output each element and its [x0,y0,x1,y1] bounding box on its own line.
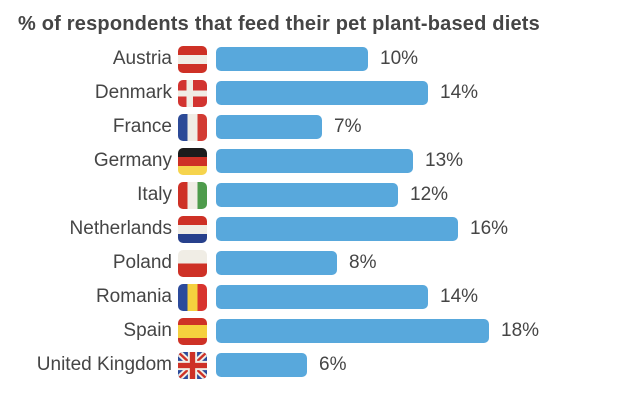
romania-flag-icon [178,283,207,311]
chart-row-poland: Poland 8% [0,249,618,277]
united-kingdom-flag-icon [178,351,207,379]
france-flag-icon [178,113,207,141]
spain-flag-icon [178,317,207,345]
chart-row-united-kingdom: United Kingdom 6% [0,351,618,379]
bar-germany [216,149,413,173]
bar-france [216,115,322,139]
value-label: 14% [440,82,479,103]
bar-austria [216,47,368,71]
bar-italy [216,183,398,207]
bar-romania [216,285,428,309]
value-label: 13% [425,150,464,171]
denmark-flag-icon [178,79,207,107]
chart-row-romania: Romania 14% [0,283,618,311]
chart-rows: Austria 10% Denmark 14% France 7% German… [0,45,618,379]
chart-row-france: France 7% [0,113,618,141]
bar-netherlands [216,217,458,241]
chart-row-italy: Italy 12% [0,181,618,209]
country-label: Poland [112,252,172,273]
germany-flag-icon [178,147,207,175]
country-label: Romania [95,286,172,307]
value-label: 12% [410,184,449,205]
country-label: Italy [137,184,172,205]
bar-united-kingdom [216,353,307,377]
country-label: Austria [112,48,172,69]
value-label: 10% [380,48,419,69]
chart-row-austria: Austria 10% [0,45,618,73]
country-label: Germany [93,150,172,171]
bar-denmark [216,81,428,105]
poland-flag-icon [178,249,207,277]
chart-title: % of respondents that feed their pet pla… [18,13,540,35]
country-label: France [112,116,172,137]
chart-row-netherlands: Netherlands 16% [0,215,618,243]
country-label: Denmark [94,82,172,103]
value-label: 16% [470,218,509,239]
austria-flag-icon [178,45,207,73]
value-label: 8% [349,252,377,273]
chart-row-germany: Germany 13% [0,147,618,175]
bar-poland [216,251,337,275]
bar-spain [216,319,489,343]
chart-row-spain: Spain 18% [0,317,618,345]
country-label: United Kingdom [36,354,172,375]
value-label: 6% [319,354,347,375]
country-label: Netherlands [69,218,172,239]
chart-row-denmark: Denmark 14% [0,79,618,107]
value-label: 7% [334,116,362,137]
country-label: Spain [123,320,172,341]
italy-flag-icon [178,181,207,209]
value-label: 18% [501,320,540,341]
netherlands-flag-icon [178,215,207,243]
value-label: 14% [440,286,479,307]
